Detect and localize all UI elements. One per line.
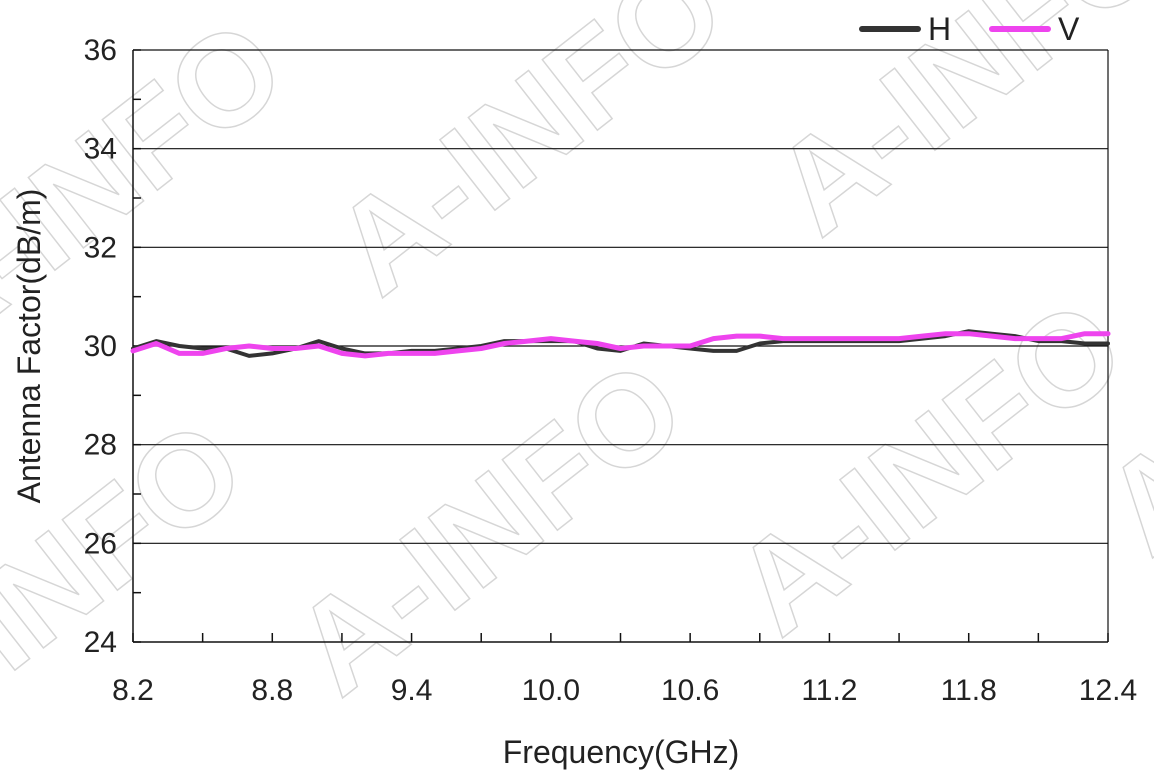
- watermark-text: A-INFO: [307, 0, 750, 322]
- x-axis-title: Frequency(GHz): [503, 734, 740, 770]
- series-lines: [130, 329, 1111, 359]
- y-tick-label: 34: [84, 133, 117, 166]
- x-tick-label: 10.6: [661, 674, 719, 707]
- y-tick-label: 28: [84, 429, 117, 462]
- y-tick-label: 30: [84, 330, 117, 363]
- legend-label-v: V: [1058, 11, 1080, 47]
- series-line-v: [130, 331, 1111, 359]
- watermark-text: A-INFO: [267, 331, 710, 722]
- legend-label-h: H: [928, 11, 951, 47]
- y-tick-label: 24: [84, 626, 117, 659]
- x-tick-labels: 8.2 8.8 9.4 10.0 10.6 11.2 11.8 12.4: [112, 674, 1137, 707]
- x-tick-label: 9.4: [391, 674, 433, 707]
- y-tick-label: 26: [84, 527, 117, 560]
- x-tick-label: 12.4: [1079, 674, 1137, 707]
- x-tick-label: 8.8: [251, 674, 293, 707]
- y-tick-label: 36: [84, 34, 117, 67]
- x-tick-label: 11.2: [801, 674, 857, 707]
- y-tick-label: 32: [84, 231, 117, 264]
- x-tick-label: 11.8: [941, 674, 997, 707]
- y-tick-labels: 24 26 28 30 32 34 36: [84, 34, 117, 659]
- y-axis-title: Antenna Factor(dB/m): [11, 189, 47, 504]
- x-tick-label: 8.2: [112, 674, 154, 707]
- x-tick-label: 10.0: [522, 674, 580, 707]
